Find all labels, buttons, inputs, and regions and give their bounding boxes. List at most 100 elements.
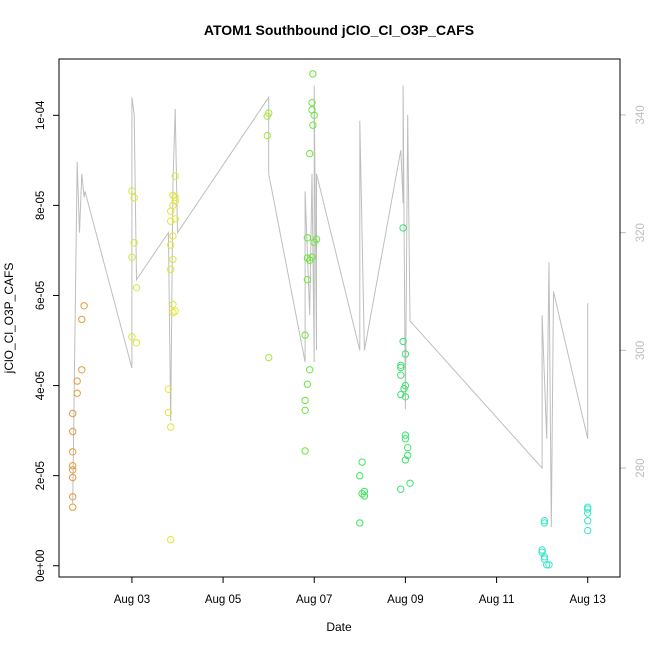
data-point bbox=[584, 503, 592, 511]
data-point bbox=[397, 485, 405, 493]
data-point bbox=[265, 353, 273, 362]
data-point bbox=[406, 479, 414, 487]
data-point bbox=[265, 109, 273, 117]
data-point bbox=[169, 201, 177, 210]
data-point bbox=[167, 241, 175, 249]
x-tick-label: Aug 07 bbox=[296, 594, 332, 606]
data-point bbox=[171, 307, 179, 315]
secondary-line-layer bbox=[72, 85, 589, 528]
y-tick-label: 0e+00 bbox=[35, 550, 47, 582]
data-point bbox=[358, 458, 366, 466]
data-point bbox=[401, 456, 410, 464]
data-point bbox=[309, 70, 317, 78]
data-point bbox=[397, 361, 405, 369]
y-axis-label: jClO_Cl_O3P_CAFS bbox=[2, 263, 16, 375]
data-point bbox=[132, 339, 141, 347]
y2-tick-label: 340 bbox=[635, 105, 647, 124]
data-point bbox=[399, 224, 407, 232]
data-point bbox=[584, 517, 592, 525]
data-point bbox=[538, 548, 546, 556]
data-point bbox=[404, 444, 412, 452]
data-point bbox=[301, 396, 309, 405]
data-point bbox=[308, 253, 316, 261]
data-point bbox=[69, 409, 77, 418]
data-point bbox=[164, 408, 173, 417]
y2-tick-label: 300 bbox=[635, 341, 647, 360]
data-point bbox=[128, 333, 136, 341]
data-point bbox=[545, 561, 553, 569]
data-point bbox=[360, 487, 369, 496]
data-point bbox=[358, 490, 366, 498]
data-point bbox=[169, 255, 177, 264]
data-point bbox=[263, 131, 271, 140]
data-point bbox=[404, 451, 412, 460]
x-tick-label: Aug 11 bbox=[479, 594, 515, 606]
data-point bbox=[584, 526, 592, 535]
chart-title: ATOM1 Southbound jClO_Cl_O3P_CAFS bbox=[204, 22, 474, 38]
data-point bbox=[73, 377, 81, 385]
data-point bbox=[167, 423, 175, 431]
data-point bbox=[130, 194, 138, 202]
data-point bbox=[171, 172, 179, 180]
data-point bbox=[69, 493, 77, 501]
data-point bbox=[128, 253, 136, 261]
data-point bbox=[167, 265, 175, 274]
data-point bbox=[167, 217, 175, 225]
data-point bbox=[303, 276, 312, 284]
data-point bbox=[69, 448, 77, 456]
data-point bbox=[540, 553, 549, 561]
x-tick-label: Aug 03 bbox=[114, 594, 150, 606]
data-point bbox=[401, 431, 410, 439]
x-axis-label: Date bbox=[326, 620, 352, 634]
data-point bbox=[301, 447, 309, 455]
data-point bbox=[130, 239, 138, 247]
data-point bbox=[399, 337, 407, 346]
data-point bbox=[309, 121, 317, 129]
data-point bbox=[128, 187, 136, 195]
x-tick-label: Aug 13 bbox=[569, 594, 605, 606]
data-point bbox=[540, 519, 549, 527]
data-point bbox=[312, 235, 321, 243]
data-point bbox=[78, 366, 86, 374]
data-point bbox=[538, 546, 546, 554]
data-point bbox=[303, 254, 312, 262]
data-point bbox=[397, 371, 405, 379]
data-point bbox=[69, 466, 77, 474]
data-point bbox=[397, 390, 405, 399]
data-point bbox=[69, 462, 77, 470]
data-point bbox=[303, 234, 312, 242]
y-tick-label: 1e-04 bbox=[35, 100, 47, 130]
data-point bbox=[360, 492, 369, 500]
x-tick-label: Aug 09 bbox=[387, 594, 423, 606]
data-point bbox=[69, 427, 77, 436]
data-point bbox=[171, 193, 179, 202]
data-point bbox=[356, 472, 364, 480]
data-point bbox=[169, 232, 177, 240]
data-point bbox=[306, 149, 314, 158]
data-points bbox=[69, 70, 592, 569]
data-point bbox=[80, 302, 88, 310]
axes: Aug 03 Aug 05 Aug 07 Aug 09 Aug 11 Aug 13 0e+0… bbox=[35, 100, 647, 606]
data-point bbox=[306, 366, 314, 374]
data-point bbox=[401, 393, 410, 401]
x-tick-label: Aug 05 bbox=[205, 594, 241, 606]
data-point bbox=[308, 99, 316, 107]
data-point bbox=[540, 517, 549, 525]
data-point bbox=[167, 535, 175, 544]
secondary-series-line bbox=[72, 85, 589, 528]
data-point bbox=[301, 331, 309, 339]
data-point bbox=[164, 385, 173, 393]
data-point bbox=[69, 503, 77, 511]
data-point bbox=[401, 350, 410, 358]
plot-frame bbox=[58, 58, 621, 578]
data-point bbox=[308, 106, 316, 114]
data-point bbox=[169, 300, 177, 309]
y-tick-label: 4e-05 bbox=[35, 371, 47, 400]
data-point bbox=[401, 435, 410, 443]
y-tick-label: 8e-05 bbox=[35, 191, 47, 220]
y-tick-label: 6e-05 bbox=[35, 281, 47, 310]
data-point bbox=[132, 284, 141, 292]
data-point bbox=[73, 389, 81, 397]
y-tick-label: 2e-05 bbox=[35, 461, 47, 490]
